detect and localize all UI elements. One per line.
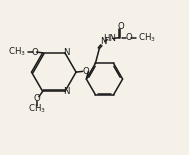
Text: O: O xyxy=(31,48,38,57)
Text: CH$_3$: CH$_3$ xyxy=(138,31,156,44)
Text: HN: HN xyxy=(104,34,116,43)
Text: N: N xyxy=(100,37,106,46)
Text: O: O xyxy=(125,33,132,42)
Text: O: O xyxy=(34,94,41,103)
Text: N: N xyxy=(63,87,69,96)
Text: CH$_3$: CH$_3$ xyxy=(8,46,26,58)
Text: O: O xyxy=(117,22,124,31)
Text: CH$_3$: CH$_3$ xyxy=(28,102,46,115)
Text: O: O xyxy=(82,67,89,76)
Text: N: N xyxy=(63,48,69,57)
